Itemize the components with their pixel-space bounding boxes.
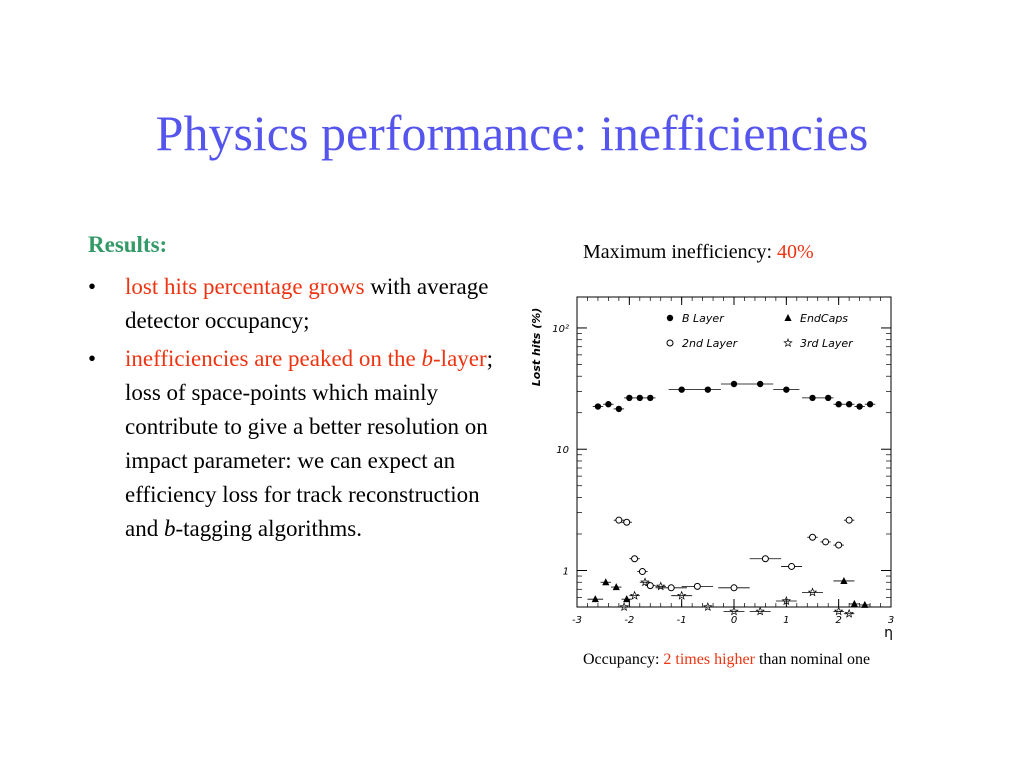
- b-layer-point: [678, 386, 685, 393]
- y-axis-label: Lost hits (%): [530, 308, 543, 387]
- 2nd-layer-point: [693, 582, 701, 590]
- bullet-dot: •: [88, 274, 97, 299]
- bullet-text-c: -tagging algorithms.: [175, 516, 362, 541]
- b-layer-point: [636, 394, 643, 402]
- occupancy-caption: Occupancy: 2 times higher than nominal o…: [583, 649, 883, 671]
- 2nd-layer-point: [631, 555, 639, 563]
- 2nd-layer-point: [761, 555, 769, 563]
- legend-3rd-layer-label: 3rd Layer: [800, 337, 854, 350]
- bullet-highlight: lost hits percentage grows: [125, 274, 365, 299]
- 3rd-layer-point: [833, 606, 844, 616]
- legend-2nd-layer-label: 2nd Layer: [682, 337, 739, 350]
- 2nd-layer-point: [623, 518, 631, 526]
- slide-title: Physics performance: inefficiencies: [155, 105, 869, 161]
- 2nd-layer-point: [646, 582, 654, 590]
- 2nd-layer-point: [788, 562, 796, 570]
- b-layer-point: [783, 386, 790, 393]
- 2nd-layer-point: [845, 516, 853, 524]
- endcaps-point: [612, 583, 620, 591]
- 2nd-layer-point: [822, 538, 830, 546]
- bullet-highlight-lead: inefficiencies are peaked on the: [125, 346, 422, 371]
- legend-endcaps-label: EndCaps: [800, 312, 848, 325]
- x-axis-label: η: [884, 625, 893, 641]
- b-layer-point: [730, 380, 738, 388]
- bullet-highlight-b: b: [421, 346, 434, 371]
- bullet-text-a: ; loss of space-points which mainly cont…: [125, 346, 494, 541]
- 3rd-layer-point: [676, 590, 687, 600]
- endcaps-point: [861, 600, 869, 608]
- endcaps-point: [840, 576, 848, 584]
- legend-endcaps-marker: [784, 314, 792, 321]
- b-layer-point: [594, 403, 602, 410]
- b-layer-point: [647, 394, 654, 402]
- max-inefficiency-value: 40%: [777, 241, 814, 263]
- 3rd-layer-point: [755, 606, 765, 616]
- legend-2nd-layer-marker: [666, 339, 674, 347]
- legend-b-layer-marker: [666, 314, 674, 322]
- results-heading: Results:: [88, 232, 168, 257]
- x-tick-label: -1: [677, 615, 687, 626]
- b-layer-point: [704, 386, 712, 393]
- lost-hits-plot: -3 -2 -1 0 1 2 3 1 10 10² η Lost hits (%) B Layer End…: [530, 296, 894, 641]
- x-tick-label: 0: [731, 615, 737, 626]
- 3rd-layer-point: [844, 608, 854, 618]
- bullet-highlight-layer: -layer: [433, 346, 487, 371]
- 3rd-layer-point: [781, 596, 792, 606]
- legend-3rd-layer-marker: [783, 338, 793, 348]
- b-layer-point: [835, 401, 842, 408]
- max-inefficiency-caption: Maximum inefficiency: 40%: [583, 241, 814, 264]
- 3rd-layer-point: [703, 602, 713, 612]
- occupancy-suffix: than nominal one: [754, 651, 871, 668]
- bullet-dot: •: [88, 346, 97, 371]
- b-layer-point: [825, 394, 832, 402]
- x-tick-label: -2: [624, 615, 634, 626]
- 2nd-layer-point: [835, 541, 843, 549]
- x-tick-label: -3: [572, 615, 582, 626]
- endcaps-point: [602, 578, 610, 586]
- endcaps-point: [850, 599, 858, 607]
- b-layer-point: [626, 394, 633, 402]
- y-tick-label: 10: [556, 445, 569, 456]
- 2nd-layer-point: [638, 568, 646, 576]
- bullet-b-layer: • inefficiencies are peaked on the b-laye…: [88, 342, 508, 546]
- x-tick-label: 2: [835, 615, 841, 626]
- y-tick-label: 10²: [552, 324, 569, 335]
- legend-b-layer-label: B Layer: [682, 312, 725, 325]
- 2nd-layer-point: [667, 584, 675, 592]
- results-list: • lost hits percentage grows with average…: [88, 270, 508, 550]
- b-layer-point: [605, 401, 612, 408]
- 2nd-layer-point: [730, 584, 738, 592]
- y-tick-label: 1: [563, 566, 569, 577]
- 2nd-layer-point: [809, 533, 816, 541]
- b-layer-point: [756, 380, 764, 388]
- b-layer-point: [856, 403, 863, 410]
- bullet-occupancy: • lost hits percentage grows with average…: [88, 270, 508, 338]
- bullet-text-b: b: [163, 516, 176, 541]
- max-inefficiency-label: Maximum inefficiency:: [583, 241, 778, 263]
- 3rd-layer-point: [655, 581, 666, 591]
- b-layer-point: [845, 401, 853, 408]
- 3rd-layer-point: [629, 590, 640, 600]
- b-layer-point: [615, 405, 623, 413]
- b-layer-point: [866, 401, 874, 408]
- bullet-text: with average detector occupancy;: [125, 274, 489, 333]
- x-tick-label: 3: [888, 615, 894, 626]
- endcaps-point: [591, 595, 599, 603]
- b-layer-point: [809, 394, 816, 402]
- occupancy-value: 2 times higher: [663, 651, 755, 668]
- 2nd-layer-point: [615, 516, 623, 524]
- 3rd-layer-point: [807, 587, 818, 597]
- endcaps-point: [623, 595, 631, 603]
- x-tick-label: 1: [783, 615, 789, 626]
- 3rd-layer-point: [640, 577, 650, 587]
- occupancy-label: Occupancy:: [583, 651, 664, 668]
- 3rd-layer-point: [729, 606, 739, 616]
- 3rd-layer-point: [619, 602, 629, 612]
